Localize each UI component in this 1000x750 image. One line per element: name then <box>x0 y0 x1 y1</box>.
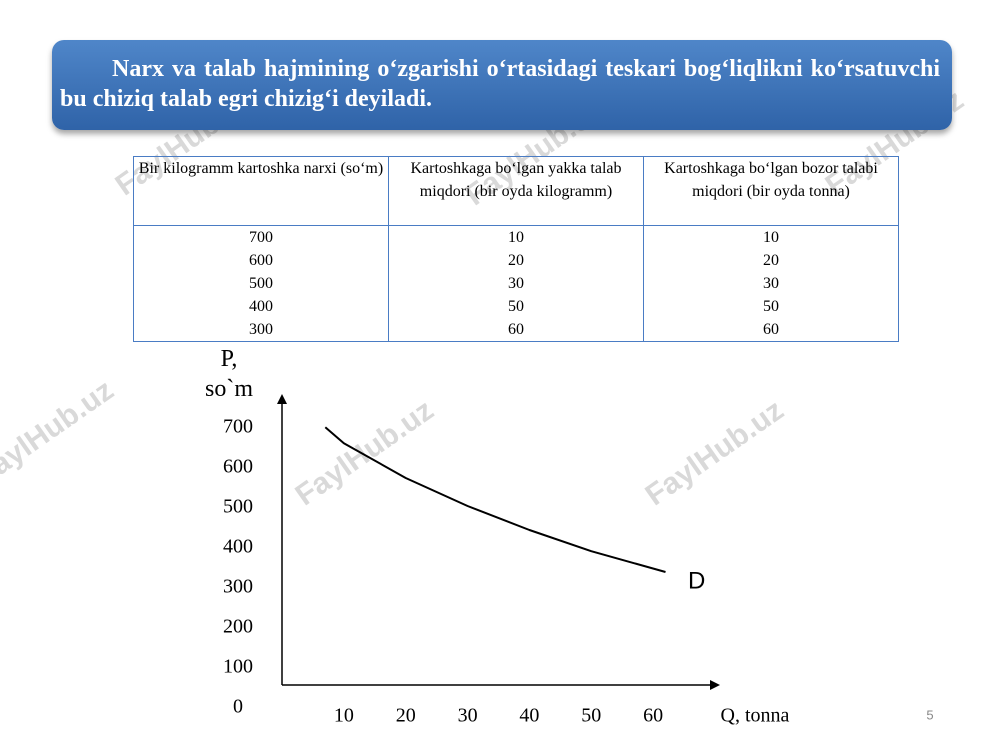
cell-value: 30 <box>508 275 524 292</box>
body-row: 700 600 500 400 300 10 20 30 50 60 10 20 30 50 60 <box>133 225 899 342</box>
cell-value: 500 <box>249 275 273 292</box>
cell-value: 10 <box>508 229 524 246</box>
cell-value: 400 <box>249 298 273 315</box>
cell-value: 60 <box>763 321 779 338</box>
y-tick-label: 600 <box>223 456 253 478</box>
banner: Narx va talab hajmining o‘zgarishi o‘rta… <box>52 40 952 130</box>
cell-value: 20 <box>763 252 779 269</box>
header-cell: Kartoshkaga bo‘lgan yakka talab miqdori … <box>388 156 644 226</box>
x-arrow <box>710 680 720 690</box>
watermark: FaylHub.uz <box>0 373 120 492</box>
cell-value: 30 <box>763 275 779 292</box>
y-tick-label: 700 <box>223 416 253 438</box>
page-number: 5 <box>926 707 933 722</box>
x-tick-label: 20 <box>396 705 416 727</box>
x-tick-label: 50 <box>581 705 601 727</box>
y-tick-label: 100 <box>223 656 253 678</box>
series-label: D <box>688 567 705 594</box>
table: Bir kilogramm kartoshka narxi (so‘m) Kart… <box>133 156 899 342</box>
x-tick-label: 30 <box>458 705 478 727</box>
body-cell: 700 600 500 400 300 <box>133 225 389 342</box>
x-tick-label: 40 <box>519 705 539 727</box>
cell-value: 60 <box>508 321 524 338</box>
x-axis-label: Q, tonna <box>721 705 790 727</box>
body-cell: 10 20 30 50 60 <box>643 225 899 342</box>
demand-curve <box>324 426 666 573</box>
watermark: FaylHub.uz <box>290 393 440 512</box>
header-cell: Kartoshkaga bo‘lgan bozor talabi miqdori… <box>643 156 899 226</box>
y-tick-label: 400 <box>223 536 253 558</box>
header-row: Bir kilogramm kartoshka narxi (so‘m) Kart… <box>133 156 899 226</box>
cell-value: 50 <box>763 298 779 315</box>
body-cell: 10 20 30 50 60 <box>388 225 644 342</box>
cell-value: 600 <box>249 252 273 269</box>
cell-value: 300 <box>249 321 273 338</box>
y-tick-label: 200 <box>223 616 253 638</box>
y-tick-label: 300 <box>223 576 253 598</box>
header-cell: Bir kilogramm kartoshka narxi (so‘m) <box>133 156 389 226</box>
cell-value: 700 <box>249 229 273 246</box>
banner-text: Narx va talab hajmining o‘zgarishi o‘rta… <box>60 56 940 112</box>
y-tick-label: 0 <box>233 696 243 718</box>
x-tick-label: 60 <box>643 705 663 727</box>
cell-value: 50 <box>508 298 524 315</box>
y-tick-label: 500 <box>223 496 253 518</box>
y-arrow <box>277 394 287 404</box>
y-axis-label: P, so`m <box>205 346 253 402</box>
watermark: FaylHub.uz <box>640 393 790 512</box>
x-tick-label: 10 <box>334 705 354 727</box>
cell-value: 10 <box>763 229 779 246</box>
cell-value: 20 <box>508 252 524 269</box>
